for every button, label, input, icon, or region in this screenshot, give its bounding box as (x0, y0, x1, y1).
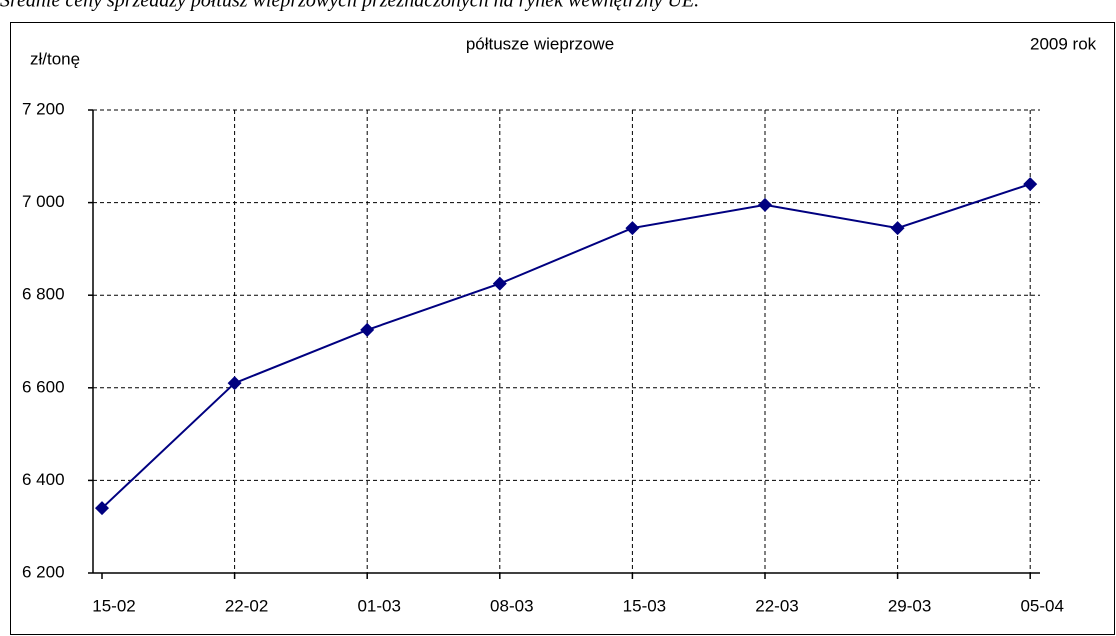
y-tick-label: 6 800 (22, 285, 65, 304)
chart-title: półtusze wieprzowe (466, 34, 614, 53)
y-tick-label: 6 600 (22, 377, 65, 396)
marker (492, 276, 507, 291)
y-tick-label: 6 200 (22, 562, 65, 581)
y-tick-label: 6 400 (22, 470, 65, 489)
marker (890, 221, 905, 236)
x-tick-label: 05-04 (1020, 596, 1063, 615)
marker (1023, 177, 1038, 192)
chart-frame (10, 22, 1115, 635)
y-tick-label: 7 000 (22, 192, 65, 211)
y-tick-label: 7 200 (22, 99, 65, 118)
marker (758, 197, 772, 212)
caption: Średnie ceny sprzedaży półtusz wieprzowy… (0, 0, 699, 12)
marker (95, 501, 109, 516)
marker (625, 221, 640, 236)
x-tick-label: 08-03 (490, 596, 533, 615)
x-tick-label: 01-03 (357, 596, 400, 615)
x-tick-label: 22-02 (225, 596, 268, 615)
x-tick-label: 15-03 (623, 596, 666, 615)
marker (227, 376, 242, 391)
x-tick-label: 29-03 (888, 596, 931, 615)
data-line (101, 183, 1031, 509)
annotation: 2009 rok (1030, 34, 1097, 53)
x-tick-label: 15-02 (92, 596, 135, 615)
marker (360, 322, 375, 337)
x-tick-label: 22-03 (755, 596, 798, 615)
y-axis-label: zł/tonę (30, 49, 80, 68)
